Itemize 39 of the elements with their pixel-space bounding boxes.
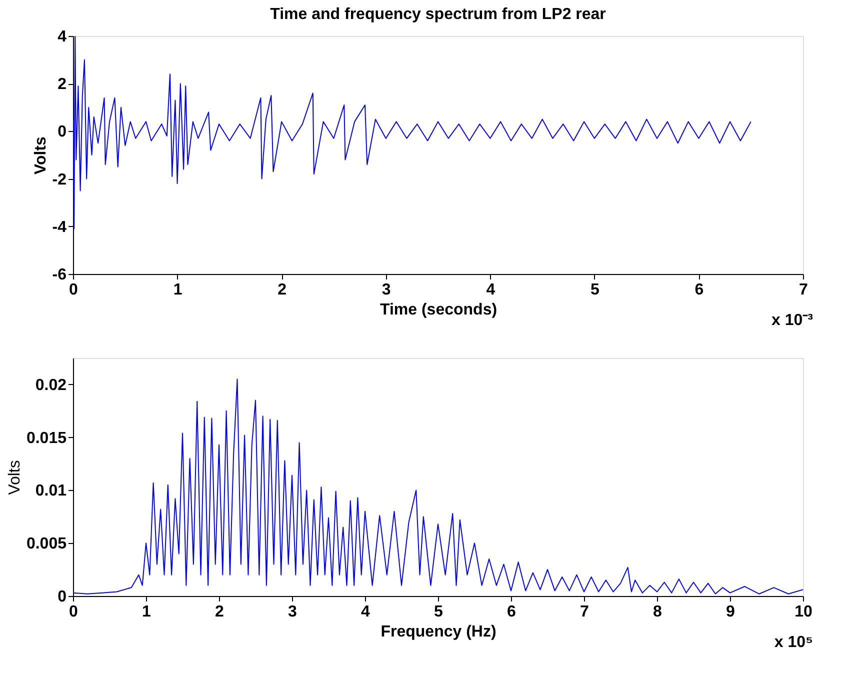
text: x 10⁵ [774, 634, 813, 651]
x-tick-label: 2 [278, 282, 287, 298]
text: x 10⁻³ [772, 312, 813, 329]
y-tick-label: 0.005 [26, 536, 67, 553]
y-tick-label: 0 [58, 124, 67, 141]
x-tick-label: 3 [288, 604, 298, 620]
x-axis-title: Frequency (Hz) [380, 624, 496, 640]
y-axis-title: Volts [32, 136, 50, 174]
x-tick-label: 10 [794, 604, 812, 620]
x-tick-label: 6 [694, 282, 704, 298]
x-tick-label: 4 [486, 282, 496, 298]
x-tick-label: 5 [590, 282, 600, 298]
x-tick-label: 5 [434, 604, 444, 620]
line-series [73, 36, 752, 230]
x-tick-label: 7 [580, 604, 590, 620]
x-tick-label: 1 [173, 282, 182, 298]
x-tick-label: 8 [653, 604, 662, 620]
line-series [73, 378, 803, 594]
chart-title: Time and frequency spectrum from LP2 rear [270, 6, 606, 23]
x-tick-label: 2 [215, 604, 224, 620]
y-axis-title: Volts [6, 460, 24, 495]
x-tick-label: 3 [382, 282, 391, 298]
y-tick-label: 2 [58, 76, 67, 94]
x-tick-label: 7 [799, 282, 808, 298]
x-tick-label: 4 [361, 604, 370, 620]
y-tick-label: 0 [58, 588, 67, 606]
x-tick-label: 0 [69, 604, 78, 620]
x-tick-label: 6 [507, 604, 516, 620]
x-tick-label: 0 [69, 282, 78, 298]
y-tick-label: -4 [52, 218, 67, 236]
y-tick-label: 0.02 [35, 376, 67, 394]
y-tick-label: 4 [58, 28, 67, 46]
y-tick-label: -2 [52, 171, 67, 188]
y-tick-label: 0.015 [26, 430, 67, 447]
y-tick-label: -6 [52, 266, 67, 284]
x-tick-label: 9 [726, 604, 736, 620]
y-tick-label: 0.01 [35, 482, 67, 500]
x-tick-label: 1 [142, 604, 152, 620]
x-axis-title: Time (seconds) [380, 302, 498, 318]
